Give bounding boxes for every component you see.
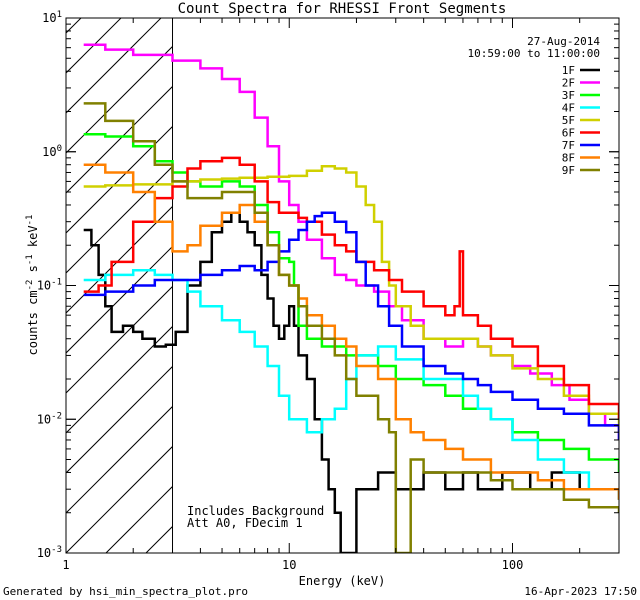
series-1F <box>83 211 619 553</box>
y-tick-label: 101 <box>42 10 62 25</box>
legend-label-4F: 4F <box>562 102 575 115</box>
hatch-line <box>626 0 640 553</box>
hatch-line <box>105 485 173 553</box>
series-9F <box>83 102 619 553</box>
hatch-line <box>426 0 640 553</box>
legend-label-8F: 8F <box>562 152 575 165</box>
hatch-line <box>66 18 82 34</box>
x-axis-ticks: 1 10 100 <box>62 18 620 572</box>
series-5F <box>83 164 619 433</box>
annotation-attenuator: Att A0, FDecim 1 <box>187 516 303 530</box>
legend-label-9F: 9F <box>562 164 575 177</box>
hatch-line <box>66 405 173 514</box>
hatch-line <box>66 205 173 314</box>
below-threshold-hatched-region <box>0 0 640 553</box>
x-tick-label: 100 <box>502 558 524 572</box>
hatch-line <box>66 445 173 553</box>
legend-label-1F: 1F <box>562 64 575 77</box>
footer-date: 16-Apr-2023 17:50 <box>524 585 637 598</box>
hatch-line <box>66 365 173 474</box>
legend-label-6F: 6F <box>562 127 575 140</box>
y-axis-label: counts cm-2 s-1 keV-1 <box>25 215 40 356</box>
footer-generated-by: Generated by hsi_min_spectra_plot.pro <box>3 585 248 598</box>
x-tick-label: 1 <box>62 558 69 572</box>
hatch-line <box>66 285 173 394</box>
y-tick-label: 100 <box>42 144 62 159</box>
y-tick-label: 10-1 <box>37 278 62 293</box>
annotation-background: Includes Background <box>187 504 324 518</box>
hatch-line <box>66 245 173 354</box>
legend-label-3F: 3F <box>562 89 575 102</box>
legend-label-2F: 2F <box>562 77 575 90</box>
series-layer <box>83 43 619 553</box>
x-axis-label: Energy (keV) <box>299 574 386 588</box>
series-4F <box>83 269 619 500</box>
hatch-line <box>0 0 106 553</box>
x-tick-label: 10 <box>282 558 296 572</box>
hatch-line <box>66 85 173 194</box>
legend-label-7F: 7F <box>562 139 575 152</box>
series-8F <box>83 163 619 500</box>
hatch-line <box>66 18 122 74</box>
hatch-line <box>66 165 173 274</box>
hatch-line <box>66 18 162 114</box>
date-label: 27-Aug-2014 <box>527 35 600 48</box>
chart-title: Count Spectra for RHESSI Front Segments <box>178 1 507 17</box>
series-2F <box>83 43 619 440</box>
y-tick-label: 10-3 <box>37 545 62 560</box>
hatch-line <box>66 45 173 154</box>
y-tick-label: 10-2 <box>37 411 62 426</box>
time-range-label: 10:59:00 to 11:00:00 <box>468 47 600 60</box>
legend-label-5F: 5F <box>562 114 575 127</box>
series-7F <box>83 211 619 440</box>
